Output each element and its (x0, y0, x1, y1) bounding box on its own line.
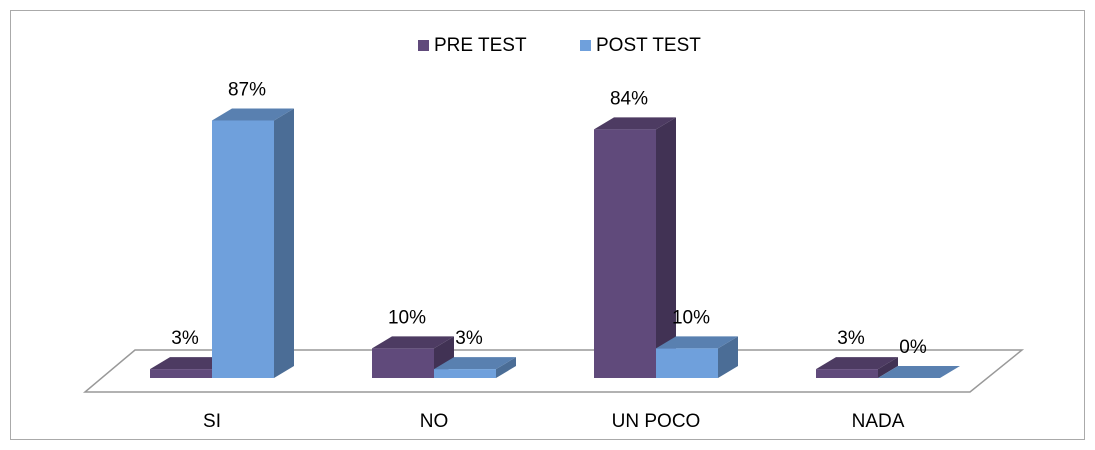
bar-top (816, 357, 898, 370)
legend-label: PRE TEST (434, 35, 527, 56)
value-label: 3% (837, 328, 865, 349)
bar (878, 366, 960, 378)
bar (594, 117, 676, 379)
bar-side (878, 357, 898, 378)
bar-front (212, 120, 274, 378)
bar-side (496, 357, 516, 378)
x-tick-label: SI (203, 411, 221, 432)
legend-swatch (418, 40, 429, 51)
bar-side (274, 108, 294, 378)
value-label: 0% (899, 337, 927, 358)
legend-label: POST TEST (596, 35, 701, 56)
bar-front (150, 369, 212, 378)
legend-swatch (580, 40, 591, 51)
floor (82, 349, 1025, 393)
bar-front (434, 369, 496, 378)
bar-front (372, 348, 434, 378)
value-label: 10% (672, 307, 710, 328)
bar-side (656, 117, 676, 379)
bar-top (372, 336, 454, 349)
value-label: 3% (455, 328, 483, 349)
x-tick-label: UN POCO (612, 411, 701, 432)
bar-top (434, 357, 516, 370)
bar (212, 108, 294, 378)
bar-front (594, 129, 656, 378)
bar (434, 357, 516, 378)
value-label: 10% (388, 307, 426, 328)
x-tick-label: NO (420, 411, 449, 432)
x-tick-label: NADA (852, 411, 905, 432)
bar-top (878, 366, 960, 378)
bar-top (212, 108, 294, 121)
bar-side (718, 336, 738, 378)
bar (816, 357, 898, 378)
bar-top (150, 357, 232, 370)
value-label: 84% (610, 88, 648, 109)
bar-front (656, 348, 718, 378)
value-label: 87% (228, 79, 266, 100)
value-label: 3% (171, 328, 199, 349)
bar-top (594, 117, 676, 130)
bar-top (656, 336, 738, 349)
bar (656, 336, 738, 378)
bar-front (816, 369, 878, 378)
